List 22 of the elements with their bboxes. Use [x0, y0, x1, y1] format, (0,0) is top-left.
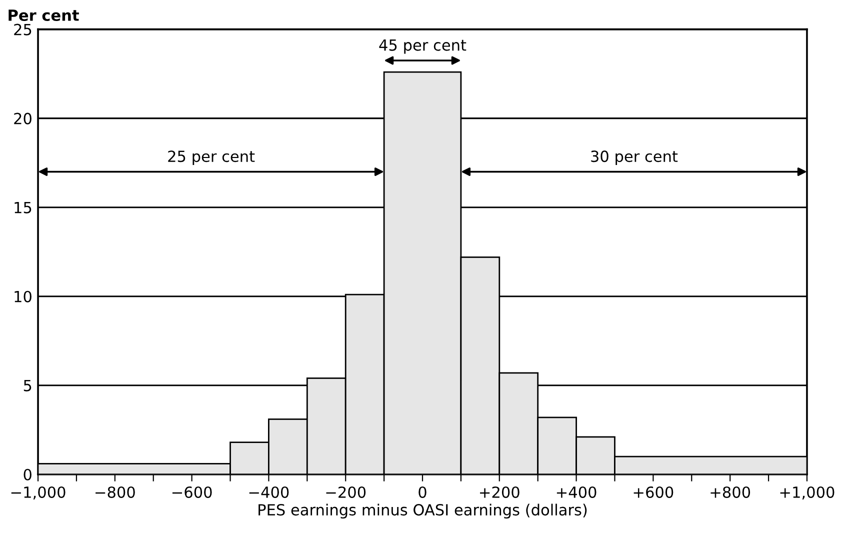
y-tick-label: 0 [24, 468, 32, 480]
y-axis-title: Per cent [8, 10, 79, 22]
x-tick-label: −600 [172, 486, 212, 498]
x-tick-label: 0 [418, 486, 426, 498]
x-tick-label: +400 [556, 486, 596, 498]
x-tick-label: +1,000 [780, 486, 834, 500]
annotation: 30 per cent [591, 150, 678, 166]
x-tick-label: −200 [326, 486, 366, 498]
annotation: 45 per cent [379, 39, 466, 54]
x-tick-label: −1,000 [11, 486, 66, 500]
x-tick-label: +200 [480, 486, 520, 498]
annotation: 25 per cent [168, 150, 255, 166]
y-tick-label: 10 [14, 290, 32, 302]
y-tick-label: 20 [14, 112, 32, 124]
x-tick-label: −400 [249, 486, 289, 498]
y-tick-label: 5 [24, 380, 32, 392]
y-tick-label: 15 [14, 202, 32, 214]
x-tick-label: +600 [634, 486, 674, 498]
x-tick-label: +800 [710, 486, 750, 498]
x-tick-label: −800 [96, 486, 135, 498]
y-tick-label: 25 [14, 24, 32, 36]
x-axis-title: PES earnings minus OASI earnings (dollars) [258, 504, 587, 519]
